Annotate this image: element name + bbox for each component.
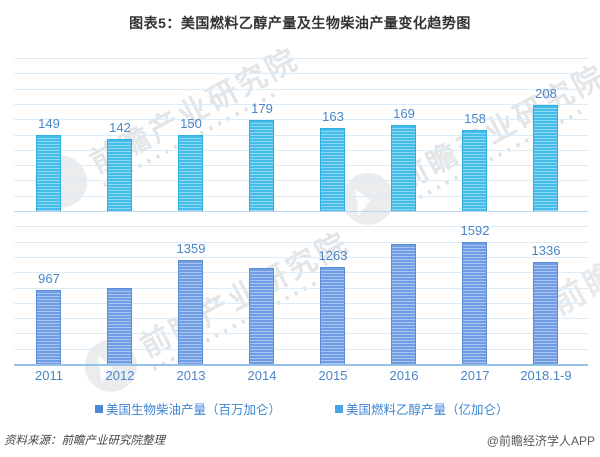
ethanol-bar-2015 xyxy=(319,127,345,211)
gridline xyxy=(14,134,588,136)
biodiesel-bar-2017 xyxy=(461,242,487,364)
chart-title: 图表5：美国燃料乙醇产量及生物柴油产量变化趋势图 xyxy=(129,15,471,31)
x-axis-line xyxy=(14,364,588,366)
ethanol-bar-2016 xyxy=(390,124,416,211)
ethanol-bar-2017 xyxy=(461,130,487,211)
legend-label-biodiesel: 美国生物柴油产量（百万加仑） xyxy=(106,403,282,417)
plot-area: 149 142 150 179 163 169 158 208 967 1359 1263 1592 1… xyxy=(0,58,600,383)
value-label: 150 xyxy=(180,115,202,131)
biodiesel-bar-2011 xyxy=(35,290,61,364)
value-label: 1592 xyxy=(460,223,490,239)
gridline xyxy=(14,256,588,258)
value-label: 163 xyxy=(322,108,344,124)
gridline xyxy=(14,272,588,274)
x-axis-label-2016: 2016 xyxy=(389,368,419,383)
ethanol-bar-2011 xyxy=(35,135,61,211)
x-axis-label-2012: 2012 xyxy=(105,368,135,383)
legend-marker-ethanol-icon xyxy=(335,404,343,413)
gridline xyxy=(14,348,588,350)
gridline xyxy=(14,119,588,121)
source-note: 资料来源：前瞻产业研究院整理 xyxy=(4,435,165,447)
legend-item-ethanol: 美国燃料乙醇产量（亿加仑） xyxy=(335,399,509,418)
x-axis-label-2018.1-9: 2018.1-9 xyxy=(520,368,572,383)
x-axis-label-2015: 2015 xyxy=(318,368,348,383)
gridline xyxy=(14,58,588,59)
legend-label-ethanol: 美国燃料乙醇产量（亿加仑） xyxy=(346,403,509,417)
gridline xyxy=(14,241,588,243)
x-axis-label-2011: 2011 xyxy=(35,368,63,383)
gridline xyxy=(14,318,588,320)
value-label: 1336 xyxy=(531,242,561,258)
gridline xyxy=(14,302,588,304)
value-label: 149 xyxy=(38,116,60,131)
value-label: 179 xyxy=(251,100,273,116)
legend-marker-biodiesel-icon xyxy=(95,404,103,413)
legend-item-biodiesel: 美国生物柴油产量（百万加仑） xyxy=(95,399,281,418)
gridline xyxy=(14,287,588,289)
x-axis-label-2017: 2017 xyxy=(460,368,490,383)
gridline xyxy=(14,88,588,90)
gridline xyxy=(14,103,588,105)
biodiesel-bar-2013 xyxy=(177,260,203,364)
biodiesel-bar-2012 xyxy=(106,288,132,364)
gridline xyxy=(14,211,588,212)
value-label: 967 xyxy=(38,271,60,287)
gridline xyxy=(14,333,588,335)
gridline xyxy=(14,180,588,182)
gridline xyxy=(14,165,588,167)
value-label: 142 xyxy=(109,119,131,135)
gridline xyxy=(14,195,588,197)
value-label: 208 xyxy=(535,85,557,101)
biodiesel-bar-2018.1-9 xyxy=(532,261,558,364)
ethanol-bar-2018.1-9 xyxy=(532,104,558,211)
gridline xyxy=(14,73,588,75)
gridline xyxy=(14,226,588,228)
value-label: 169 xyxy=(393,105,415,121)
value-label: 158 xyxy=(464,111,486,127)
ethanol-bar-2012 xyxy=(106,138,132,211)
value-label: 1263 xyxy=(318,248,348,264)
x-axis-label-2014: 2014 xyxy=(247,368,277,383)
biodiesel-bar-2014 xyxy=(248,268,274,364)
biodiesel-bar-2016 xyxy=(390,244,416,364)
brand-credit: @前瞻经济学人APP xyxy=(486,434,595,448)
biodiesel-bar-2015 xyxy=(319,267,345,364)
ethanol-bar-2014 xyxy=(248,119,274,211)
x-axis-label-2013: 2013 xyxy=(176,368,206,383)
gridline xyxy=(14,149,588,151)
value-label: 1359 xyxy=(176,241,206,257)
ethanol-bar-2013 xyxy=(177,134,203,211)
